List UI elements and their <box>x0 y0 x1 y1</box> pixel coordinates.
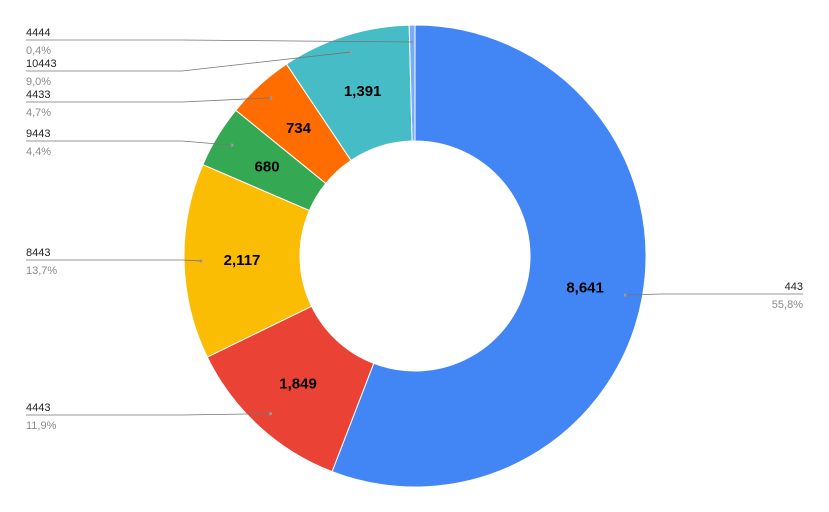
legend-name-4443: 4443 <box>26 402 50 414</box>
slices-layer <box>183 24 647 488</box>
legend-percent-4433: 4,7% <box>26 107 51 119</box>
legend-labels-layer: 443 55,8% 4443 11,9% 8443 13,7% 9443 4,4% 4433 4,… <box>26 27 803 432</box>
legend-name-8443: 8443 <box>26 247 50 259</box>
slice-value-label-10443: 1,391 <box>344 83 382 100</box>
leader-line-4443 <box>26 413 271 416</box>
slice-value-label-4433: 734 <box>286 120 312 137</box>
leader-line-443 <box>625 293 803 296</box>
legend-percent-9443: 4,4% <box>26 146 51 158</box>
legend-name-4433: 4433 <box>26 89 50 101</box>
legend-name-9443: 9443 <box>26 128 50 140</box>
leader-line-4433 <box>26 97 271 103</box>
legend-name-4444: 4444 <box>26 27 50 39</box>
donut-slice-443[interactable] <box>331 24 647 488</box>
legend-percent-10443: 9,0% <box>26 76 51 88</box>
legend-percent-443: 55,8% <box>772 299 803 311</box>
legend-percent-4444: 0,4% <box>26 45 51 57</box>
slice-value-label-8443: 2,117 <box>224 252 261 269</box>
leader-line-8443 <box>26 259 202 262</box>
slice-labels-layer: 8,641 1,849 2,117 680 734 1,391 <box>224 83 604 392</box>
legend-name-443: 443 <box>785 281 803 293</box>
slice-value-label-9443: 680 <box>255 158 280 175</box>
leader-line-4444 <box>26 39 413 43</box>
leader-line-9443 <box>26 140 233 146</box>
slice-value-label-4443: 1,849 <box>279 375 317 392</box>
leader-lines-layer <box>26 39 803 416</box>
slice-value-label-443: 8,641 <box>566 280 604 297</box>
legend-name-10443: 10443 <box>26 58 57 70</box>
donut-slice-4444[interactable] <box>408 24 416 142</box>
legend-percent-8443: 13,7% <box>26 265 57 277</box>
legend-percent-4443: 11,9% <box>26 420 57 432</box>
leader-line-10443 <box>26 51 351 72</box>
